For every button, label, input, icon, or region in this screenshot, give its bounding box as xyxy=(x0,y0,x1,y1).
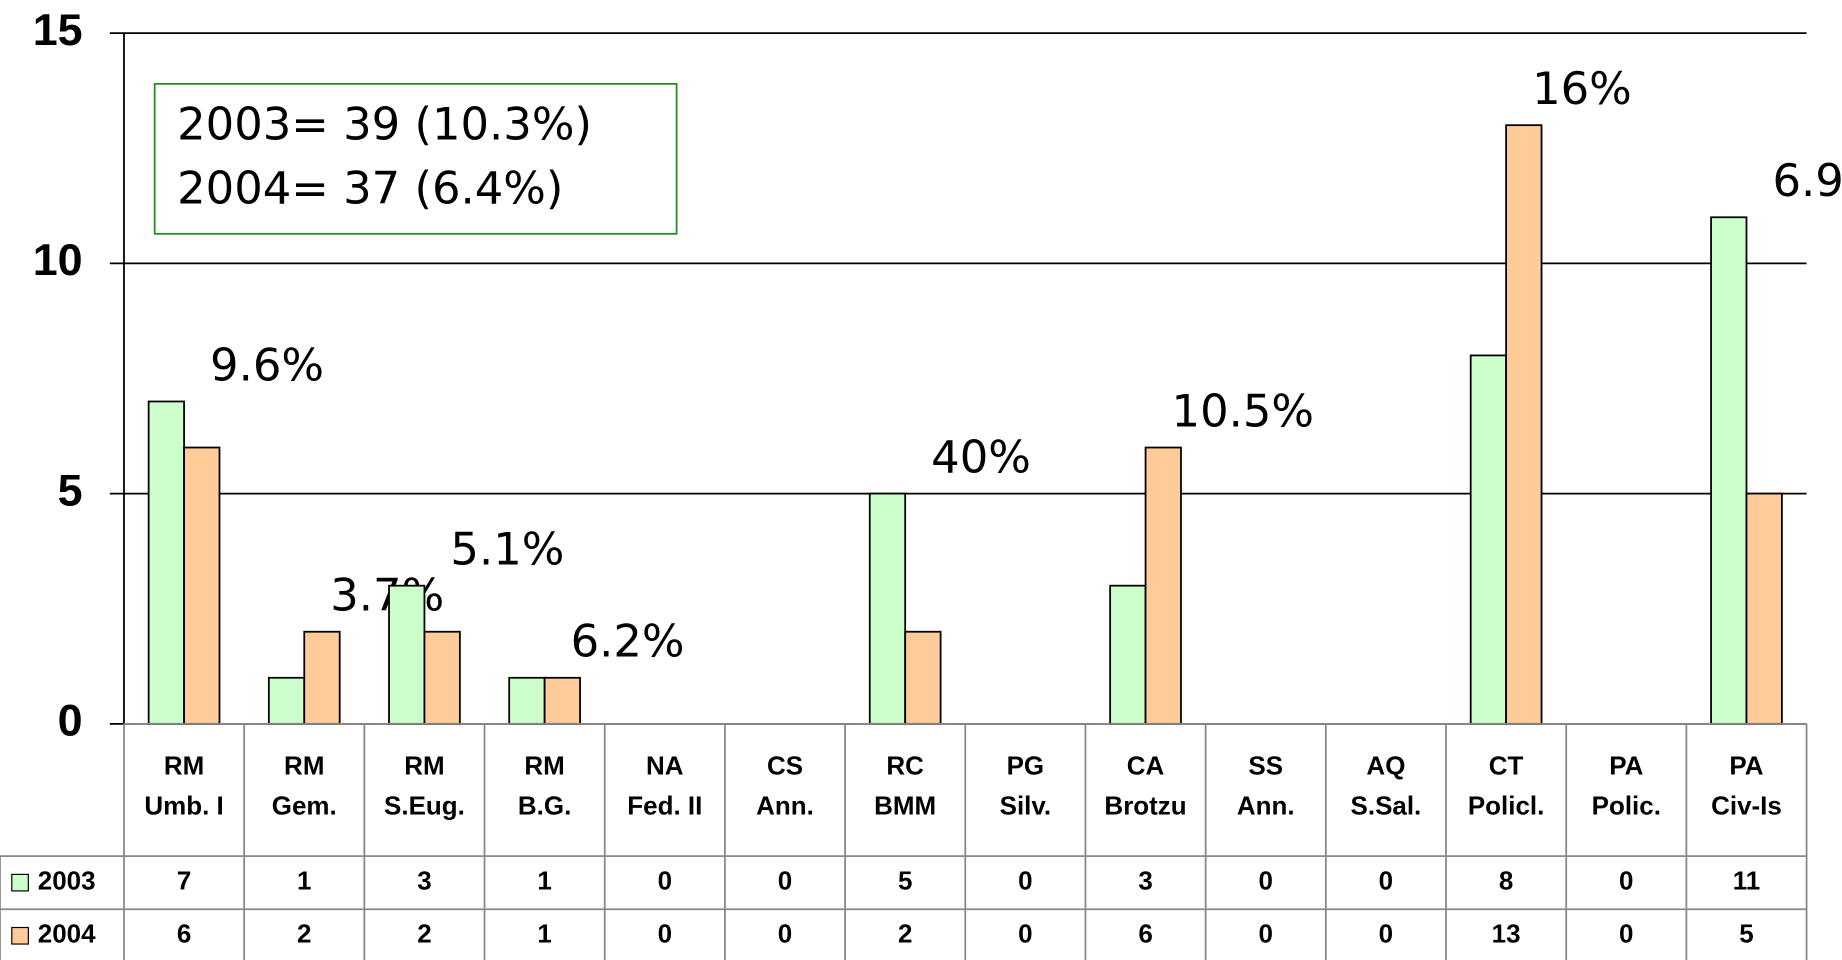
table-value: 1 xyxy=(537,919,551,949)
table-value: 0 xyxy=(1619,919,1633,949)
percent-annotation: 9.6% xyxy=(210,338,324,391)
table-value: 0 xyxy=(658,866,672,896)
bar xyxy=(868,492,907,725)
bar xyxy=(1144,446,1182,725)
bar xyxy=(543,676,581,725)
bar xyxy=(1109,584,1147,725)
x-tick-label: PG xyxy=(1007,750,1045,780)
x-tick-label: RC xyxy=(886,750,924,780)
table-value: 6 xyxy=(1138,919,1152,949)
x-tick-label: NA xyxy=(646,750,684,780)
x-tick-label: CT xyxy=(1489,750,1524,780)
percent-annotation: 6.2% xyxy=(571,615,685,668)
bar xyxy=(388,584,426,725)
legend-swatch xyxy=(11,873,29,892)
summary-line: 2003= 39 (10.3%) xyxy=(177,98,592,151)
summary-line: 2004= 37 (6.4%) xyxy=(177,161,563,214)
table-value: 1 xyxy=(537,866,551,896)
y-tick-label: 0 xyxy=(58,695,83,746)
x-tick-label: Umb. I xyxy=(144,791,223,821)
bar xyxy=(1505,124,1543,725)
x-tick-label: Brotzu xyxy=(1104,791,1186,821)
table-value: 3 xyxy=(1138,866,1152,896)
summary-box xyxy=(153,82,678,235)
table-value: 6 xyxy=(177,919,191,949)
table-value: 0 xyxy=(1619,866,1633,896)
table-value: 2 xyxy=(297,919,311,949)
percent-annotation: 10.5% xyxy=(1172,384,1315,437)
table-value: 8 xyxy=(1499,866,1513,896)
table-value: 3 xyxy=(417,866,431,896)
percent-annotation: 40% xyxy=(931,431,1031,484)
bar xyxy=(1745,492,1783,725)
table-value: 2 xyxy=(898,919,912,949)
table-value: 0 xyxy=(778,866,792,896)
x-tick-label: SS xyxy=(1248,750,1283,780)
table-value: 5 xyxy=(1739,919,1753,949)
table-value: 7 xyxy=(177,866,191,896)
percent-annotation: 6.9% xyxy=(1772,154,1842,207)
y-tick-label: 10 xyxy=(33,234,83,285)
bar xyxy=(1469,354,1507,725)
table-value: 0 xyxy=(1018,866,1032,896)
x-tick-label: RM xyxy=(524,750,564,780)
bar xyxy=(508,676,546,725)
bar xyxy=(1710,216,1748,725)
percent-annotation: 3.7% xyxy=(330,569,444,622)
x-tick-label: RM xyxy=(404,750,444,780)
x-tick-label: PA xyxy=(1729,750,1763,780)
bar xyxy=(423,630,461,725)
table-value: 0 xyxy=(1259,919,1273,949)
percent-annotation: 5.1% xyxy=(450,523,564,576)
x-tick-label: CA xyxy=(1127,750,1165,780)
legend-label: 2003 xyxy=(38,866,96,896)
x-tick-label: Ann. xyxy=(756,791,814,821)
x-tick-label: RM xyxy=(164,750,204,780)
table-value: 0 xyxy=(1018,919,1032,949)
legend-label: 2004 xyxy=(38,919,96,949)
x-tick-label: Gem. xyxy=(272,791,337,821)
table-value: 11 xyxy=(1733,866,1760,896)
bar xyxy=(904,630,942,725)
x-tick-label: S.Sal. xyxy=(1351,791,1422,821)
x-tick-label: BMM xyxy=(874,791,936,821)
x-tick-label: AQ xyxy=(1366,750,1405,780)
bar xyxy=(303,630,341,725)
y-tick-label: 5 xyxy=(58,464,83,515)
table-value: 2 xyxy=(417,919,431,949)
x-tick-label: Ann. xyxy=(1237,791,1295,821)
percent-annotation: 16% xyxy=(1532,62,1632,115)
x-tick-label: Fed. II xyxy=(627,791,702,821)
bar xyxy=(267,676,306,725)
table-value: 0 xyxy=(658,919,672,949)
table-value: 0 xyxy=(778,919,792,949)
table-value: 0 xyxy=(1379,866,1393,896)
bar xyxy=(147,400,185,725)
table-value: 0 xyxy=(1259,866,1273,896)
table-value: 1 xyxy=(297,866,311,896)
x-tick-label: Civ-Is xyxy=(1711,791,1782,821)
bar xyxy=(183,446,221,725)
y-tick-label: 15 xyxy=(33,4,83,55)
legend-swatch xyxy=(11,926,29,945)
x-tick-label: B.G. xyxy=(518,791,571,821)
x-tick-label: RM xyxy=(284,750,324,780)
table-value: 13 xyxy=(1492,919,1521,949)
x-tick-label: PA xyxy=(1609,750,1643,780)
x-tick-label: Silv. xyxy=(1000,791,1051,821)
x-tick-label: CS xyxy=(767,750,803,780)
x-tick-label: Polic. xyxy=(1592,791,1661,821)
table-value: 0 xyxy=(1379,919,1393,949)
x-tick-label: S.Eug. xyxy=(384,791,465,821)
table-value: 5 xyxy=(898,866,912,896)
x-tick-label: Policl. xyxy=(1468,791,1545,821)
